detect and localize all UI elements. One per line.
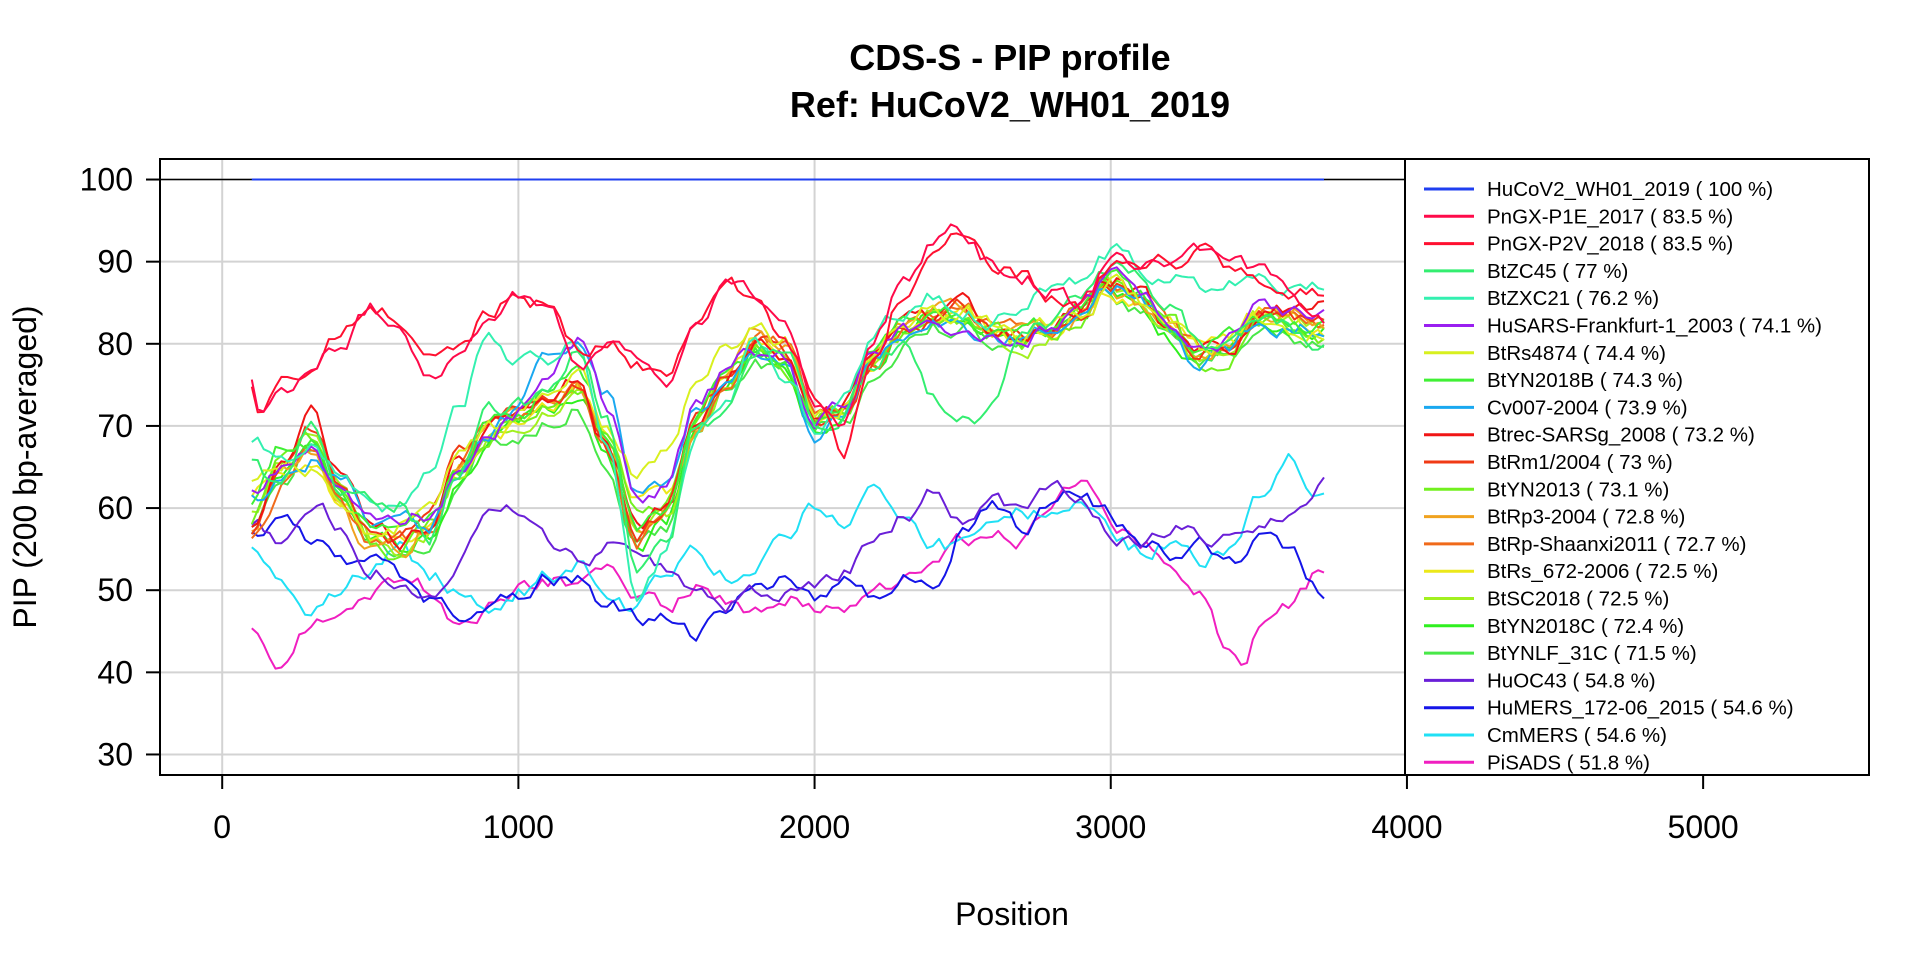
series-line xyxy=(251,453,1325,617)
legend-label: HuSARS-Frankfurt-1_2003 ( 74.1 %) xyxy=(1487,315,1822,338)
series-line xyxy=(251,261,1325,574)
series-line xyxy=(251,243,1325,602)
y-tick-label: 70 xyxy=(97,408,133,444)
series-line xyxy=(251,476,1325,614)
legend-label: Btrec-SARSg_2008 ( 73.2 %) xyxy=(1487,424,1755,447)
series-line xyxy=(251,490,1325,642)
y-tick-label: 30 xyxy=(97,736,133,772)
x-tick-label: 5000 xyxy=(1668,809,1739,845)
legend-label: HuOC43 ( 54.8 %) xyxy=(1487,669,1656,692)
y-axis: 30 40 50 60 70 80 90 100 xyxy=(80,162,160,772)
legend-label: BtYN2018B ( 74.3 %) xyxy=(1487,369,1683,392)
x-tick-label: 0 xyxy=(213,809,231,845)
x-axis-title: Position xyxy=(955,896,1069,932)
legend-label: PiSADS ( 51.8 %) xyxy=(1487,751,1650,774)
legend-label: BtRs4874 ( 74.4 %) xyxy=(1487,342,1666,365)
legend-label: BtZXC21 ( 76.2 %) xyxy=(1487,287,1659,310)
legend-label: BtZC45 ( 77 %) xyxy=(1487,260,1628,283)
legend-label: BtYN2018C ( 72.4 %) xyxy=(1487,615,1684,638)
legend-label: PnGX-P1E_2017 ( 83.5 %) xyxy=(1487,205,1733,228)
series-line xyxy=(250,232,1325,460)
x-tick-label: 3000 xyxy=(1075,809,1146,845)
legend-label: BtRs_672-2006 ( 72.5 %) xyxy=(1487,560,1718,583)
y-tick-label: 100 xyxy=(80,162,133,198)
y-axis-title: PIP (200 bp-averaged) xyxy=(7,305,43,628)
series-line xyxy=(251,266,1325,526)
legend-entries: HuCoV2_WH01_2019 ( 100 %) PnGX-P1E_2017 (… xyxy=(1424,178,1822,774)
legend-label: BtYNLF_31C ( 71.5 %) xyxy=(1487,642,1697,665)
legend-label: Cv007-2004 ( 73.9 %) xyxy=(1487,396,1688,419)
series-line xyxy=(250,268,1325,532)
chart-subtitle: Ref: HuCoV2_WH01_2019 xyxy=(790,84,1230,125)
legend-label: PnGX-P2V_2018 ( 83.5 %) xyxy=(1487,233,1733,256)
y-tick-label: 80 xyxy=(97,326,133,362)
legend-label: CmMERS ( 54.6 %) xyxy=(1487,724,1667,747)
series-line xyxy=(251,285,1325,534)
chart-title: CDS-S - PIP profile xyxy=(849,37,1170,78)
legend-label: BtSC2018 ( 72.5 %) xyxy=(1487,588,1669,611)
series-line xyxy=(250,279,1325,561)
legend-label: BtRp-Shaanxi2011 ( 72.7 %) xyxy=(1487,533,1746,556)
legend-label: HuMERS_172-06_2015 ( 54.6 %) xyxy=(1487,697,1794,720)
legend-label: BtYN2013 ( 73.1 %) xyxy=(1487,478,1669,501)
legend-label: BtRm1/2004 ( 73 %) xyxy=(1487,451,1673,474)
x-tick-label: 4000 xyxy=(1371,809,1442,845)
legend-label: HuCoV2_WH01_2019 ( 100 %) xyxy=(1487,178,1773,201)
legend-label: BtRp3-2004 ( 72.8 %) xyxy=(1487,506,1685,529)
x-tick-label: 1000 xyxy=(483,809,554,845)
y-tick-label: 90 xyxy=(97,244,133,280)
legend-box xyxy=(1404,158,1870,776)
series-line xyxy=(250,223,1325,427)
data-series xyxy=(250,178,1325,670)
x-tick-label: 2000 xyxy=(779,809,850,845)
y-tick-label: 40 xyxy=(97,654,133,690)
y-tick-label: 60 xyxy=(97,490,133,526)
legend: HuCoV2_WH01_2019 ( 100 %) PnGX-P1E_2017 (… xyxy=(1404,158,1870,776)
y-tick-label: 50 xyxy=(97,572,133,608)
